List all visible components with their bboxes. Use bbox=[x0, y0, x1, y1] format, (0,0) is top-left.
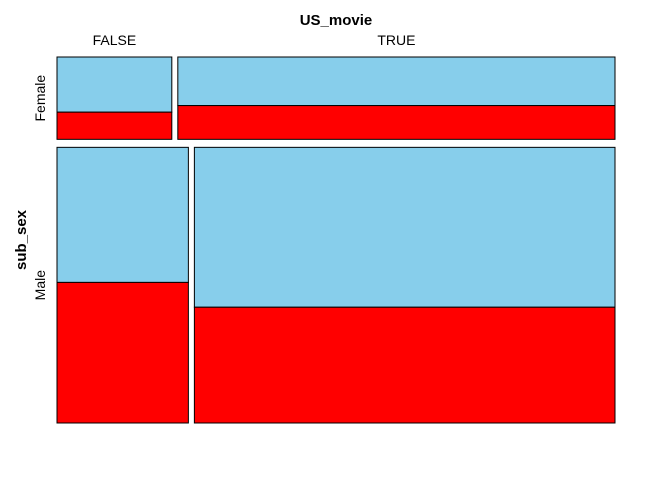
mosaic-labels: Female FALSE TRUE Male bbox=[32, 32, 415, 300]
tile-female-true-bottom bbox=[177, 105, 616, 140]
tile-male-true-top bbox=[193, 146, 616, 308]
tile-male-false-top bbox=[56, 146, 189, 283]
tile-male-true-bottom bbox=[193, 306, 616, 424]
column-label-false: FALSE bbox=[93, 32, 137, 48]
mosaic-tiles bbox=[56, 56, 616, 424]
tile-male-false-bottom bbox=[56, 281, 189, 424]
tile-female-true-top bbox=[177, 56, 616, 107]
tile-female-false-top bbox=[56, 56, 173, 113]
y-axis-title: sub_sex bbox=[13, 209, 30, 270]
column-label-true: TRUE bbox=[377, 32, 415, 48]
row-label-male: Male bbox=[32, 270, 48, 301]
row-label-female: Female bbox=[32, 75, 48, 122]
x-axis-title: US_movie bbox=[300, 12, 373, 29]
tile-female-false-bottom bbox=[56, 111, 173, 140]
